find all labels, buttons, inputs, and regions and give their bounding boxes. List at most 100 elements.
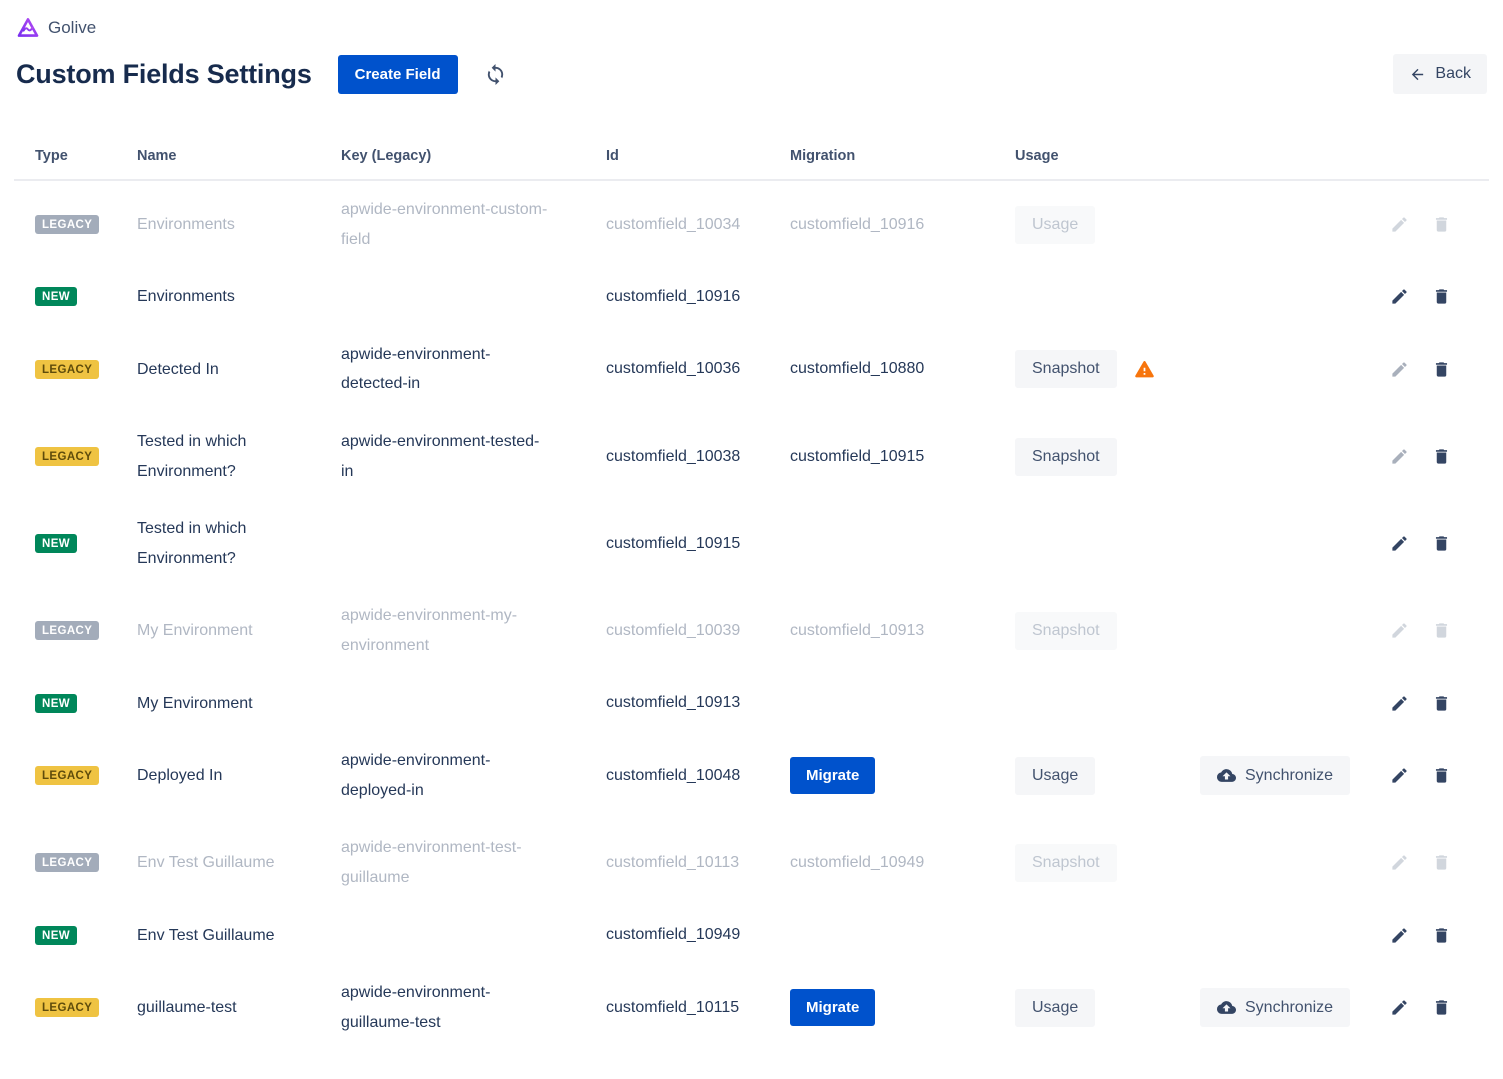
type-badge: NEW bbox=[35, 925, 78, 945]
delete-icon[interactable] bbox=[1432, 694, 1451, 713]
field-key: apwide-environment-detected-in bbox=[341, 345, 491, 393]
refresh-icon[interactable] bbox=[484, 63, 507, 86]
table-row: NEW Tested in which Environment? customf… bbox=[14, 500, 1489, 587]
edit-icon[interactable] bbox=[1390, 998, 1409, 1017]
synchronize-button-label: Synchronize bbox=[1245, 766, 1334, 784]
edit-icon bbox=[1390, 621, 1409, 640]
table-row: LEGACY Environments apwide-environment-c… bbox=[14, 181, 1489, 268]
migration-target-id: customfield_10949 bbox=[790, 853, 925, 871]
migrate-button[interactable]: Migrate bbox=[790, 989, 876, 1027]
usage-button: Usage bbox=[1015, 205, 1096, 244]
field-key: apwide-environment-guillaume-test bbox=[341, 984, 491, 1031]
actions-cell bbox=[1390, 926, 1461, 945]
type-cell: NEW bbox=[35, 534, 137, 554]
usage-cell: Snapshot bbox=[1015, 437, 1200, 476]
synchronize-button-label: Synchronize bbox=[1245, 998, 1334, 1016]
edit-icon[interactable] bbox=[1390, 534, 1409, 553]
edit-icon bbox=[1390, 215, 1409, 234]
field-id: customfield_10048 bbox=[606, 766, 741, 784]
usage-cell: Usage bbox=[1015, 988, 1200, 1027]
type-cell: NEW bbox=[35, 693, 137, 713]
migrate-button[interactable]: Migrate bbox=[790, 757, 876, 795]
edit-icon bbox=[1390, 853, 1409, 872]
type-badge: LEGACY bbox=[35, 998, 100, 1018]
snapshot-button: Snapshot bbox=[1015, 611, 1117, 650]
type-badge: LEGACY bbox=[35, 621, 100, 641]
type-badge: NEW bbox=[35, 534, 78, 554]
app-brand: Golive bbox=[14, 14, 1489, 52]
edit-icon[interactable] bbox=[1390, 926, 1409, 945]
type-cell: NEW bbox=[35, 287, 137, 307]
actions-cell bbox=[1390, 534, 1461, 553]
actions-cell bbox=[1390, 447, 1461, 466]
migration-cell: customfield_10913 bbox=[790, 622, 1015, 640]
actions-cell bbox=[1390, 621, 1461, 640]
type-cell: LEGACY bbox=[35, 447, 137, 467]
actions-cell bbox=[1390, 998, 1461, 1017]
column-id: Id bbox=[606, 148, 619, 164]
column-type: Type bbox=[35, 148, 68, 164]
usage-button[interactable]: Usage bbox=[1015, 988, 1096, 1027]
snapshot-button[interactable]: Snapshot bbox=[1015, 437, 1117, 476]
cloud-upload-icon bbox=[1217, 766, 1236, 785]
usage-cell: Snapshot bbox=[1015, 843, 1200, 882]
delete-icon[interactable] bbox=[1432, 287, 1451, 306]
field-name: My Environment bbox=[137, 694, 253, 712]
type-badge: LEGACY bbox=[35, 447, 100, 467]
delete-icon[interactable] bbox=[1432, 534, 1451, 553]
usage-cell: Usage bbox=[1015, 756, 1200, 795]
migration-target-id: customfield_10880 bbox=[790, 360, 925, 378]
table-row: NEW My Environment customfield_10913 bbox=[14, 675, 1489, 733]
delete-icon[interactable] bbox=[1432, 360, 1451, 379]
column-name: Name bbox=[137, 148, 177, 164]
synchronize-button[interactable]: Synchronize bbox=[1200, 988, 1351, 1028]
field-name: guillaume-test bbox=[137, 998, 237, 1016]
table-row: LEGACY Detected In apwide-environment-de… bbox=[14, 326, 1489, 413]
app-name: Golive bbox=[48, 18, 97, 37]
delete-icon[interactable] bbox=[1432, 998, 1451, 1017]
edit-icon[interactable] bbox=[1390, 287, 1409, 306]
type-cell: LEGACY bbox=[35, 998, 137, 1018]
snapshot-button[interactable]: Snapshot bbox=[1015, 350, 1117, 389]
field-key: apwide-environment-tested-in bbox=[341, 432, 540, 480]
delete-icon bbox=[1432, 215, 1451, 234]
create-field-button[interactable]: Create Field bbox=[337, 54, 458, 94]
type-cell: LEGACY bbox=[35, 621, 137, 641]
field-name: My Environment bbox=[137, 622, 253, 640]
delete-icon[interactable] bbox=[1432, 766, 1451, 785]
field-name: Env Test Guillaume bbox=[137, 854, 275, 872]
field-name: Tested in which Environment? bbox=[137, 520, 247, 567]
actions-cell bbox=[1390, 287, 1461, 306]
table-row: LEGACY Env Test Guillaume apwide-environ… bbox=[14, 819, 1489, 906]
table-row: LEGACY Tested in which Environment? apwi… bbox=[14, 413, 1489, 500]
edit-icon[interactable] bbox=[1390, 766, 1409, 785]
type-cell: LEGACY bbox=[35, 766, 137, 786]
warning-icon bbox=[1134, 359, 1155, 380]
type-badge: LEGACY bbox=[35, 215, 100, 235]
snapshot-button: Snapshot bbox=[1015, 843, 1117, 882]
back-button[interactable]: Back bbox=[1393, 54, 1487, 94]
page-header: Custom Fields Settings Create Field Back bbox=[14, 52, 1489, 124]
field-name: Detected In bbox=[137, 360, 219, 378]
actions-cell bbox=[1390, 694, 1461, 713]
migration-target-id: customfield_10915 bbox=[790, 447, 925, 465]
synchronize-button[interactable]: Synchronize bbox=[1200, 756, 1351, 796]
table-header: Type Name Key (Legacy) Id Migration Usag… bbox=[14, 124, 1489, 181]
migration-target-id: customfield_10916 bbox=[790, 215, 925, 233]
field-name: Environments bbox=[137, 288, 235, 306]
delete-icon bbox=[1432, 621, 1451, 640]
delete-icon[interactable] bbox=[1432, 447, 1451, 466]
migration-cell: customfield_10915 bbox=[790, 448, 1015, 466]
actions-cell bbox=[1390, 360, 1461, 379]
field-id: customfield_10036 bbox=[606, 360, 741, 378]
migration-cell: Migrate bbox=[790, 989, 1015, 1027]
table-row: LEGACY My Environment apwide-environment… bbox=[14, 587, 1489, 674]
delete-icon[interactable] bbox=[1432, 926, 1451, 945]
table-row: NEW Environments customfield_10916 bbox=[14, 268, 1489, 326]
back-button-label: Back bbox=[1435, 65, 1471, 82]
edit-icon[interactable] bbox=[1390, 694, 1409, 713]
usage-button[interactable]: Usage bbox=[1015, 756, 1096, 795]
column-migration: Migration bbox=[790, 148, 856, 164]
migration-cell: Migrate bbox=[790, 757, 1015, 795]
